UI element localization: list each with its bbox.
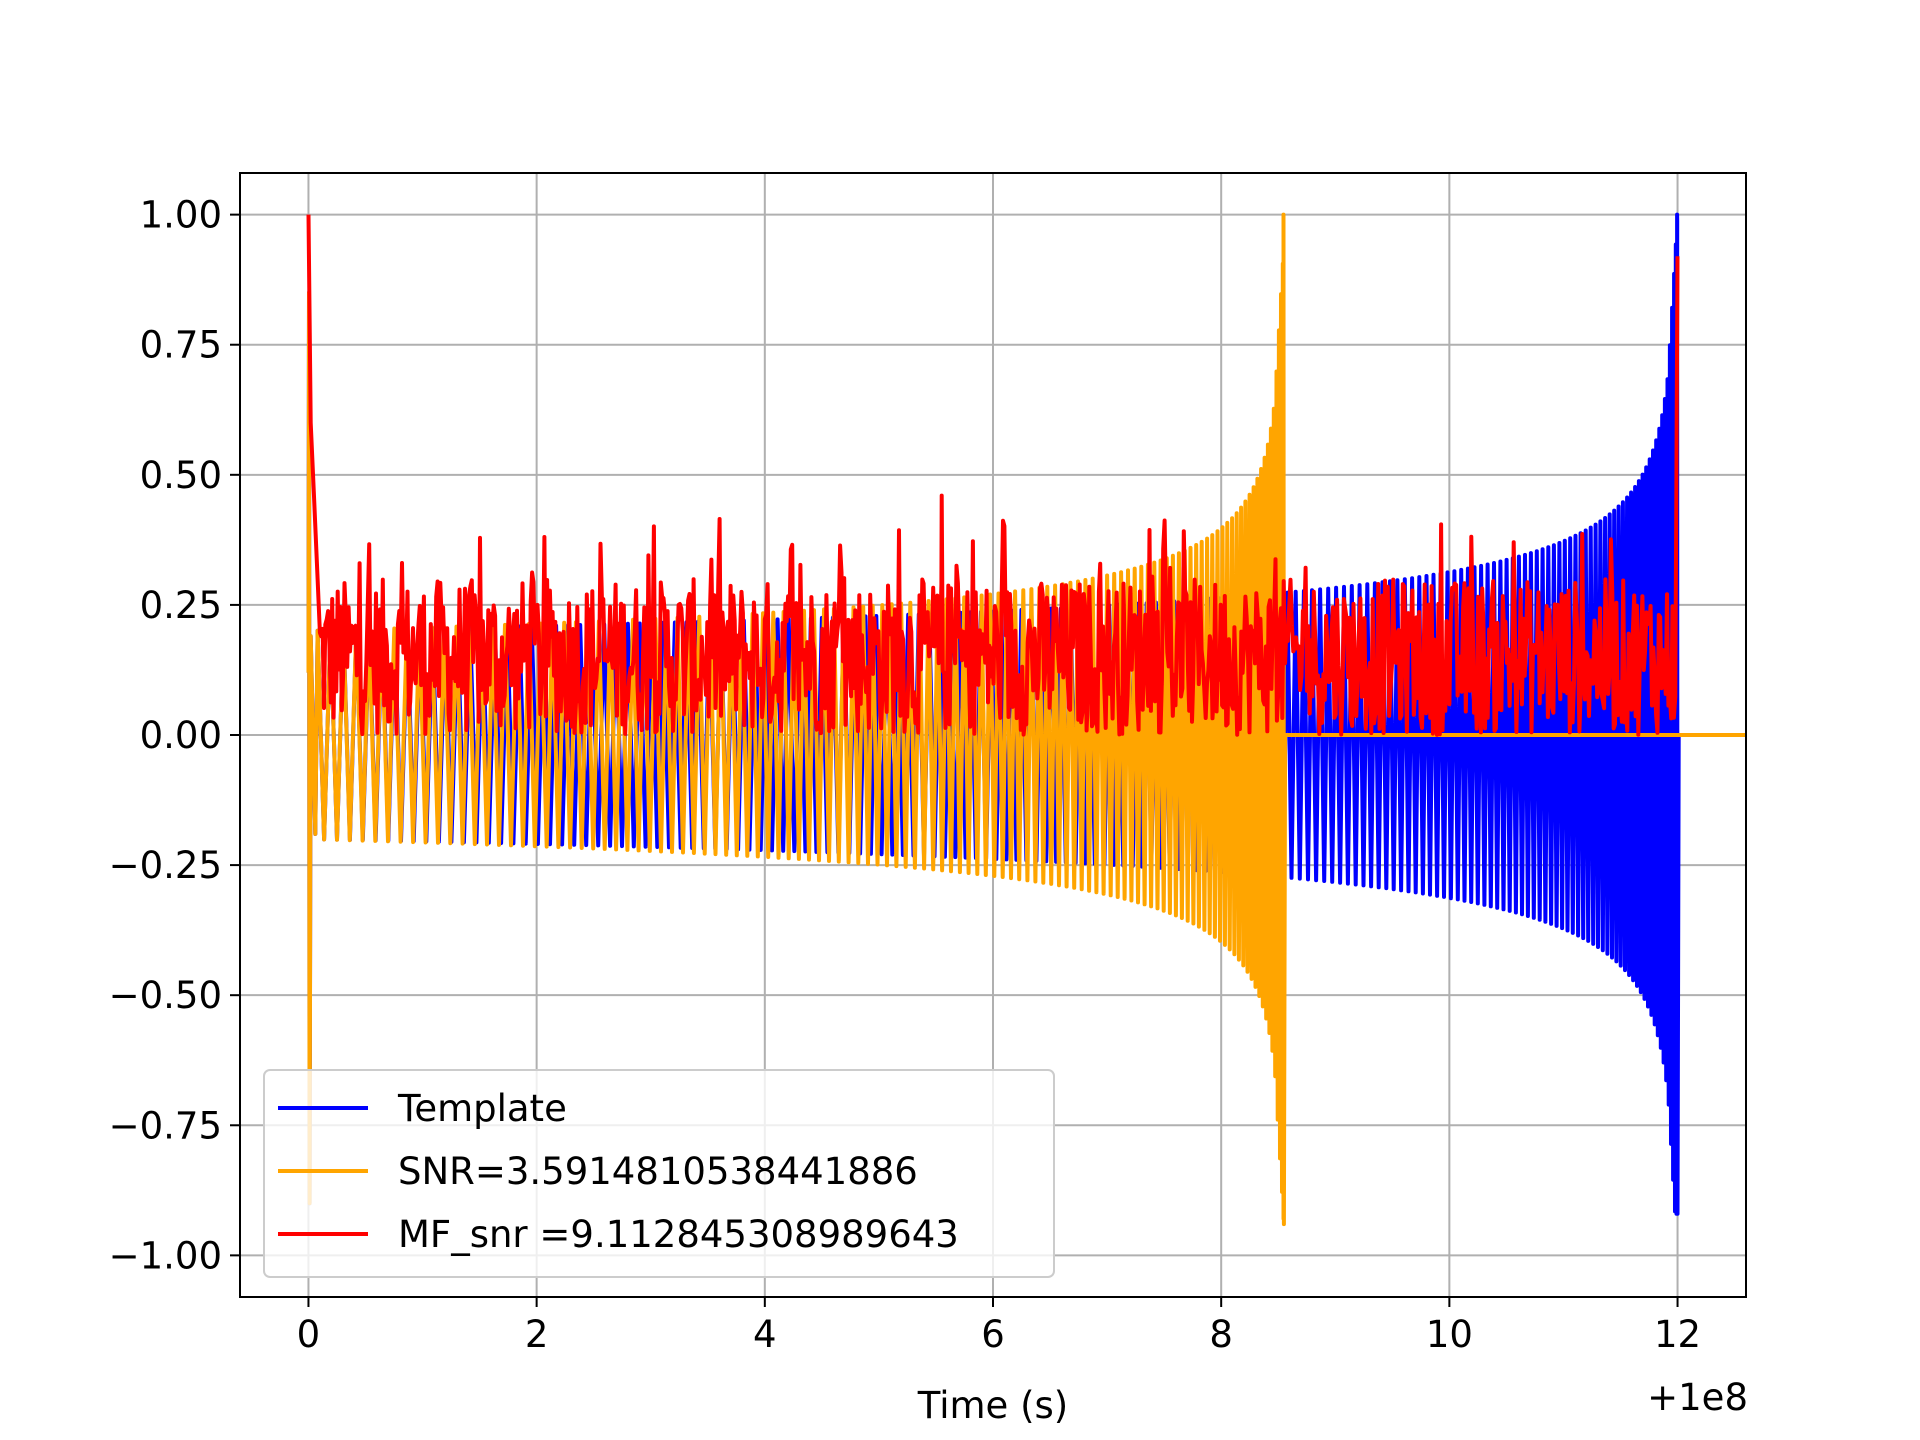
legend-mf-snr-label: MF_snr =9.112845308989643 (398, 1213, 959, 1256)
x-tick-label: 2 (525, 1313, 549, 1356)
x-tick-label: 12 (1654, 1313, 1701, 1356)
plot-area (306, 212, 1746, 1227)
y-tick-label: 0.50 (140, 454, 222, 497)
y-tick-label: −0.50 (109, 974, 222, 1017)
x-axis-label: Time (s) (917, 1384, 1068, 1427)
x-axis-offset-label: +1e8 (1647, 1376, 1748, 1419)
y-tick-label: 0.25 (140, 584, 222, 627)
y-tick-label: 1.00 (140, 194, 222, 237)
y-axis-ticks: 1.00 0.75 0.50 0.25 0.00 −0.25 −0.50 −0.75 −1.00 (109, 194, 240, 1277)
x-tick-label: 10 (1426, 1313, 1473, 1356)
x-tick-label: 6 (981, 1313, 1005, 1356)
x-axis-ticks: 0 2 4 6 8 10 12 (297, 1297, 1701, 1356)
y-tick-label: 0.00 (140, 714, 222, 757)
series-layer (306, 212, 1746, 1227)
y-tick-label: −0.75 (109, 1104, 222, 1147)
x-tick-label: 4 (753, 1313, 777, 1356)
x-tick-label: 8 (1209, 1313, 1233, 1356)
y-tick-label: 0.75 (140, 324, 222, 367)
legend[interactable]: Template SNR=3.5914810538441886 MF_snr =… (263, 1069, 1055, 1278)
x-tick-label: 0 (297, 1313, 321, 1356)
legend-snr-label: SNR=3.5914810538441886 (398, 1150, 918, 1193)
legend-box (263, 1069, 1055, 1278)
y-tick-label: −1.00 (109, 1234, 222, 1277)
legend-template-label: Template (397, 1087, 567, 1130)
y-tick-label: −0.25 (109, 844, 222, 887)
series-line-mf-snr (306, 214, 1680, 737)
